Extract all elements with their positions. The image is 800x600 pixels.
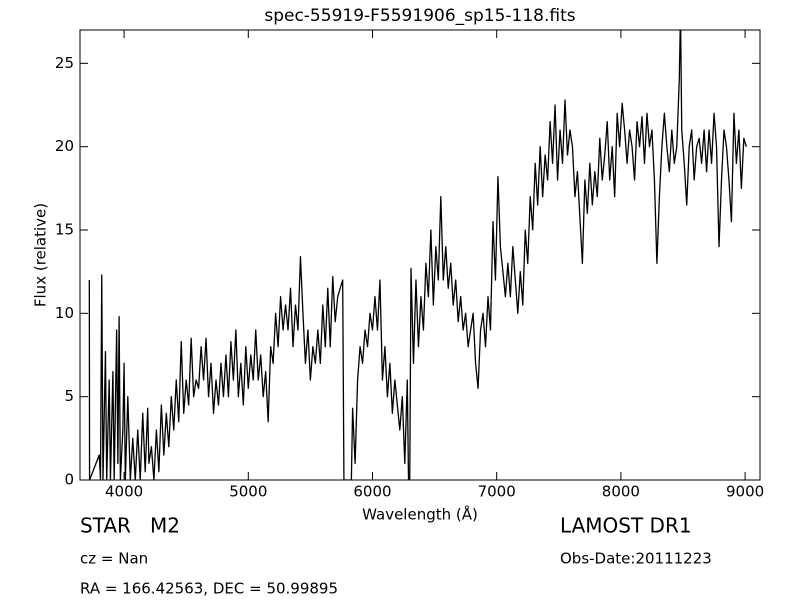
y-tick-label: 25 (55, 54, 74, 72)
annotation: RA = 166.42563, DEC = 50.99895 (80, 580, 338, 598)
x-tick-label: 6000 (353, 483, 391, 501)
x-tick-label: 9000 (726, 483, 764, 501)
y-tick-label: 5 (64, 387, 74, 405)
x-tick-label: 8000 (602, 483, 640, 501)
y-tick-label: 15 (55, 221, 74, 239)
plot-frame (79, 29, 761, 481)
spectrum-line (88, 30, 747, 480)
y-tick-label: 20 (55, 137, 74, 155)
annotation: LAMOST DR1 (560, 514, 692, 538)
annotation: cz = Nan (80, 550, 148, 568)
x-tick-label: 4000 (105, 483, 143, 501)
y-tick-label: 10 (55, 304, 74, 322)
x-axis-label: Wavelength (Å) (362, 505, 478, 524)
x-tick-label: 7000 (478, 483, 516, 501)
annotation: Obs-Date:20111223 (560, 550, 712, 568)
y-tick-label: 0 (64, 471, 74, 489)
y-axis-label: Flux (relative) (32, 203, 50, 307)
x-tick-label: 5000 (229, 483, 267, 501)
annotation: STAR M2 (80, 514, 180, 538)
chart-title: spec-55919-F5591906_sp15-118.fits (264, 6, 575, 26)
